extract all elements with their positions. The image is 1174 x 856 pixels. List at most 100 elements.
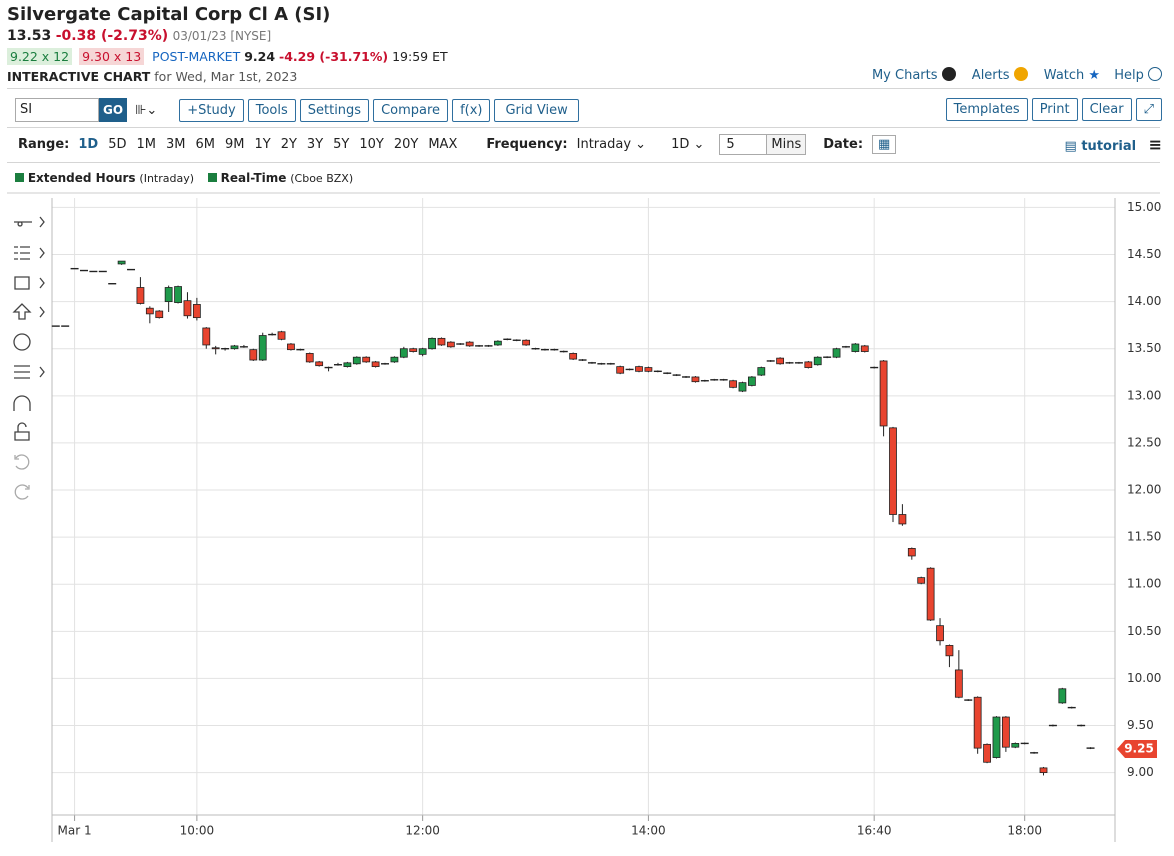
button[interactable]: Clear [1081,98,1132,121]
candle-body [446,341,455,348]
candle-body [954,669,963,698]
legend: Extended Hours (Intraday) Real-Time (Cbo… [15,171,353,185]
range-option[interactable]: 1M [136,137,156,152]
tool-fib[interactable] [14,246,45,260]
y-tick-label: 14.00 [1127,294,1161,308]
y-tick-label: 10.00 [1127,671,1161,685]
nav-link[interactable]: Watch [1043,68,1085,83]
button[interactable]: +Study [179,98,244,122]
candle-body [277,331,286,340]
tool-arrow[interactable] [12,303,45,320]
range-option[interactable]: 9M [224,137,245,152]
button[interactable]: f(x) [452,98,491,122]
chart-date: for Wed, Mar 1st, 2023 [154,69,298,84]
candle-body [945,645,954,657]
candle-body [493,340,502,346]
post-price: 9.24 [244,49,276,64]
y-tick-label: 13.00 [1127,388,1161,402]
candle-body [418,348,427,355]
candle-body [117,260,126,265]
range-option[interactable]: 1D [78,137,99,152]
candle-body [1039,767,1048,774]
range-option[interactable]: 6M [195,137,215,152]
button[interactable]: Templates [945,98,1028,121]
symbol-input[interactable]: SI [15,98,99,122]
candle-body [1011,743,1020,748]
range-option[interactable]: 20Y [393,137,419,152]
range-option[interactable]: MAX [428,137,458,152]
y-tick-label: 15.00 [1127,200,1161,214]
menu[interactable]: ≡ [1148,135,1162,154]
go-button[interactable]: GO [99,98,128,122]
chart-type[interactable]: ⊪⌄ [135,102,158,118]
candle-body [813,356,822,366]
quote: 13.53 -0.38 (-2.73%) 03/01/23 [NYSE] [7,28,271,44]
candle-body [616,366,625,374]
session: POST-MARKET [152,49,241,64]
candle-body [832,348,841,358]
period-select[interactable]: 1D ⌄ [671,137,705,152]
candle-body [851,343,860,352]
tool-undo[interactable] [14,454,30,470]
tool-lock[interactable] [14,422,30,441]
calendar-button[interactable]: ▦ [872,135,897,154]
interval[interactable]: 5 [720,135,768,154]
tutorial-link[interactable]: tutorial [1081,139,1137,154]
x-tick-label: 10:00 [180,824,215,838]
range-option[interactable]: 1Y [254,137,271,152]
nav-link[interactable]: Alerts [971,68,1010,83]
nav-link[interactable]: My Charts [871,68,938,83]
change: -0.38 (-2.73%) [55,28,169,44]
last-price-label: 9.25 [1124,742,1154,756]
candle-body [371,361,380,368]
range-option[interactable]: 3Y [306,137,324,152]
button[interactable]: Grid View [494,98,579,122]
drawing-tools [12,216,45,500]
button[interactable]: Settings [299,98,370,122]
tutorial-icon: ▤ [1064,139,1077,154]
range-option[interactable]: 2Y [280,137,297,152]
x-tick-label: 16:40 [857,824,892,838]
button[interactable]: Compare [373,98,449,122]
candle-body [644,367,653,372]
button[interactable]: Print [1031,98,1078,121]
candle-body [202,327,211,346]
candle-body [211,347,220,350]
x-tick-label: 12:00 [405,824,440,838]
range-option[interactable]: 10Y [359,137,384,152]
candle-body [145,307,154,315]
range-option[interactable]: 5Y [333,137,350,152]
chart-label: INTERACTIVE CHART [7,69,151,84]
candle-body [428,337,436,350]
y-tick-label: 11.50 [1127,530,1161,544]
tool-pattern[interactable] [14,365,45,379]
tool-text[interactable] [13,333,31,351]
range-option[interactable]: 5D [108,137,127,152]
candle-body [889,427,897,515]
date: 03/01/23 [NYSE] [172,29,272,43]
candle-body [635,366,643,372]
post-change: -4.29 (-31.71%) [279,49,389,64]
range-option[interactable]: 3M [165,137,186,152]
tool-shape[interactable] [14,276,45,290]
candle-body [305,353,314,363]
tool-redo[interactable] [14,484,30,500]
frequency-select[interactable]: Intraday ⌄ [576,137,647,152]
y-tick-label: 10.50 [1127,624,1161,638]
button[interactable]: Tools [247,98,296,122]
candle-body [174,286,182,303]
y-tick-label: 9.50 [1127,718,1154,732]
expand-button[interactable]: ⤢ [1135,98,1162,121]
tool-magnet[interactable] [13,395,31,411]
tool-line[interactable] [14,216,45,228]
candle-body [390,356,399,363]
candle-body [729,380,737,388]
date-label: Date: [823,137,864,152]
nav-link[interactable]: Help [1114,68,1144,83]
period: 1D [671,137,690,152]
legend-name: Extended Hours [27,171,136,185]
candle-body [522,339,531,346]
candle-body [879,360,888,427]
